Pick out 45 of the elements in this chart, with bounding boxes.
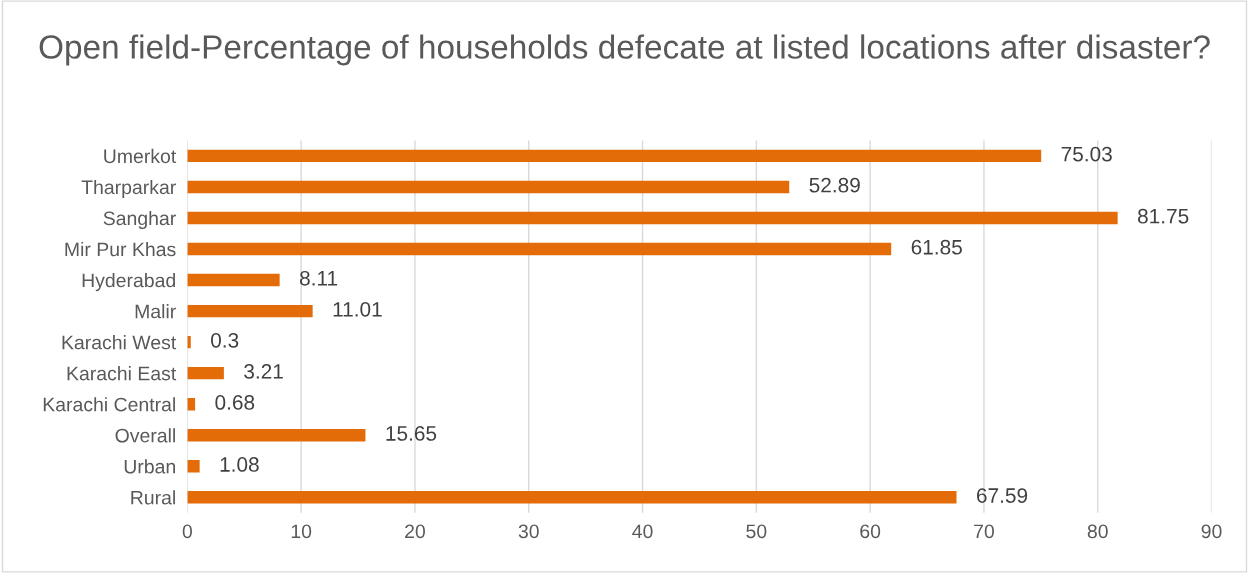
data-label: 75.03: [1061, 146, 1112, 162]
data-label: 0.3: [211, 332, 239, 348]
y-tick-label: Tharparkar: [81, 179, 176, 199]
y-tick-label: Karachi East: [67, 366, 177, 381]
y-tick-label: Overall: [115, 428, 175, 443]
y-tick-label: Mir Pur Khas: [65, 241, 176, 257]
y-tick-label: Hyderabad: [82, 273, 175, 292]
bar: [187, 211, 1118, 225]
data-label: 3.21: [244, 364, 283, 379]
x-tick-label: 60: [860, 524, 881, 539]
bar: [187, 491, 957, 504]
data-label: 1.08: [220, 457, 259, 472]
y-tick-label: Urban: [124, 459, 175, 474]
data-label: 67.59: [977, 488, 1028, 503]
y-tick-label: Rural: [131, 490, 175, 505]
bar: [187, 460, 200, 473]
bar: [187, 149, 1042, 163]
y-tick-label: Karachi Central: [43, 397, 175, 412]
chart-title: Open field-Percentage of households defecate at listed locations after disaster?: [39, 34, 1210, 66]
y-tick-label: Sanghar: [103, 210, 176, 230]
data-label: 0.68: [215, 395, 255, 410]
x-tick-label: 90: [1201, 524, 1222, 539]
bar: [187, 429, 366, 442]
data-label: 61.85: [911, 239, 962, 255]
x-tick-label: 50: [746, 524, 767, 539]
x-tick-label: 80: [1087, 524, 1108, 539]
x-tick-label: 10: [291, 524, 312, 539]
x-tick-label: 70: [974, 524, 994, 539]
data-label: 11.01: [333, 301, 382, 317]
x-tick-label: 30: [518, 524, 539, 539]
x-tick-label: 0: [182, 524, 192, 539]
bar: [187, 366, 224, 380]
data-label: 81.75: [1138, 208, 1189, 224]
bar: [187, 304, 313, 318]
x-tick-label: 40: [632, 524, 653, 539]
y-tick-label: Umerkot: [104, 148, 177, 164]
data-label: 8.11: [299, 270, 338, 286]
bar: [187, 242, 892, 256]
x-tick-label: 20: [405, 524, 425, 539]
y-tick-label: Karachi West: [62, 335, 177, 350]
bar: [187, 180, 790, 194]
y-tick-label: Malir: [135, 304, 176, 319]
data-label: 15.65: [386, 426, 437, 441]
bar: [187, 273, 280, 287]
data-label: 52.89: [809, 177, 860, 193]
